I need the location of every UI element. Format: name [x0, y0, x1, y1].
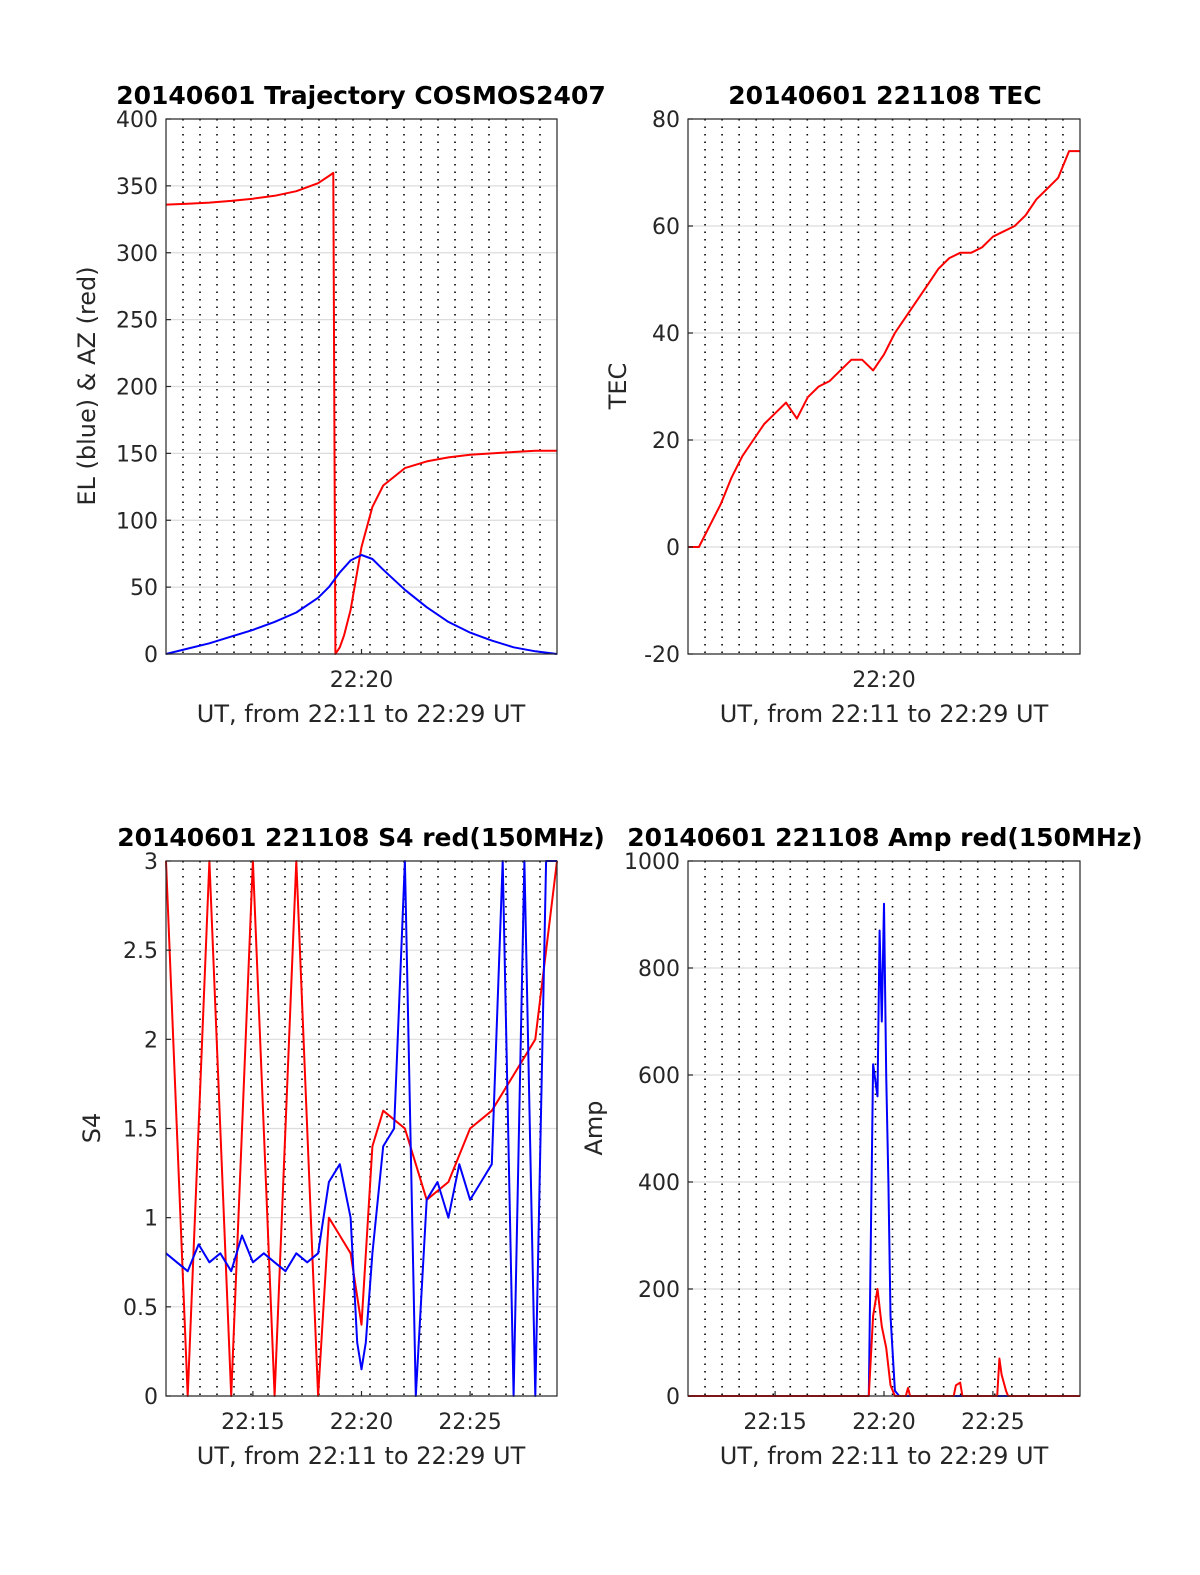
tec-plot-area [688, 119, 1080, 654]
trajectory-y-ticks: 0 50 100 150 200 250 300 350 400 [116, 108, 171, 668]
s4-panel: 20140601 221108 S4 red(150MHz) 0 0.5 1 1.5 2… [78, 823, 605, 1470]
tec-ytick-label-3: 40 [652, 322, 680, 347]
s4-series [165, 860, 558, 1397]
trajectory-panel: 20140601 Trajectory COSMOS2407 0 50 100 150… [73, 81, 606, 728]
tec-panel: 20140601 221108 TEC -20 0 20 40 60 80 22:20 U… [604, 81, 1081, 728]
amp-xlabel: UT, from 22:11 to 22:29 UT [720, 1442, 1049, 1470]
s4-title: 20140601 221108 S4 red(150MHz) [117, 823, 605, 852]
s4-ylabel: S4 [78, 1113, 106, 1144]
amp-xtick-label-1: 22:20 [852, 1410, 915, 1435]
s4-xlabel: UT, from 22:11 to 22:29 UT [197, 1442, 526, 1470]
tec-series-red [688, 150, 1080, 548]
amp-xtick-label-0: 22:15 [743, 1410, 806, 1435]
trajectory-ylabel: EL (blue) & AZ (red) [73, 266, 101, 505]
trajectory-series [165, 171, 558, 655]
traj-ytick-label-2: 100 [116, 509, 158, 534]
traj-series-blue [165, 554, 558, 655]
s4-series-blue [165, 860, 557, 1397]
tec-ytick-label-1: 0 [666, 536, 680, 561]
trajectory-x-ticks: 22:20 [330, 649, 393, 693]
tec-y-ticks: -20 0 20 40 60 80 [644, 108, 693, 668]
s4-ytick-label-3: 1.5 [123, 1118, 158, 1143]
tec-title: 20140601 221108 TEC [728, 81, 1041, 110]
s4-ytick-label-2: 1 [144, 1207, 158, 1232]
tec-xtick-label-0: 22:20 [852, 668, 915, 693]
amp-y-ticks: 0 200 400 600 800 1000 [624, 850, 693, 1410]
traj-series-red [165, 171, 557, 655]
s4-xtick-label-0: 22:15 [221, 1410, 284, 1435]
traj-ytick-label-8: 400 [116, 108, 158, 133]
traj-ytick-label-7: 350 [116, 175, 158, 200]
traj-ytick-label-0: 0 [144, 643, 158, 668]
tec-xlabel: UT, from 22:11 to 22:29 UT [720, 700, 1049, 728]
s4-xtick-label-1: 22:20 [330, 1410, 393, 1435]
amp-ytick-label-4: 800 [638, 957, 680, 982]
s4-ytick-label-1: 0.5 [123, 1296, 158, 1321]
trajectory-xlabel: UT, from 22:11 to 22:29 UT [197, 700, 526, 728]
amp-title: 20140601 221108 Amp red(150MHz) [627, 823, 1143, 852]
amp-ytick-label-5: 1000 [624, 850, 680, 875]
tec-ytick-label-5: 80 [652, 108, 680, 133]
tec-ytick-label-2: 20 [652, 429, 680, 454]
amp-series-blue [688, 902, 1080, 1397]
tec-ytick-label-0: -20 [644, 643, 680, 668]
s4-x-ticks: 22:15 22:20 22:25 [221, 1391, 502, 1435]
s4-ytick-label-6: 3 [144, 850, 158, 875]
amp-ytick-label-3: 600 [638, 1064, 680, 1089]
amp-ylabel: Amp [580, 1100, 608, 1155]
tec-ytick-label-4: 60 [652, 215, 680, 240]
amp-xtick-label-2: 22:25 [961, 1410, 1024, 1435]
traj-ytick-label-3: 150 [116, 442, 158, 467]
traj-ytick-label-6: 300 [116, 242, 158, 267]
tec-ylabel: TEC [604, 363, 632, 411]
amp-ytick-label-0: 0 [666, 1385, 680, 1410]
trajectory-title: 20140601 Trajectory COSMOS2407 [116, 81, 606, 110]
s4-series-red [165, 860, 558, 1397]
s4-ytick-label-5: 2.5 [123, 939, 158, 964]
traj-xtick-label-0: 22:20 [330, 668, 393, 693]
tec-series [688, 150, 1080, 548]
amp-x-ticks: 22:15 22:20 22:25 [743, 1391, 1025, 1435]
s4-ytick-label-4: 2 [144, 1028, 158, 1053]
s4-xtick-label-2: 22:25 [438, 1410, 501, 1435]
amp-ytick-label-1: 200 [638, 1278, 680, 1303]
amp-ytick-label-2: 400 [638, 1171, 680, 1196]
traj-ytick-label-5: 250 [116, 309, 158, 334]
s4-ytick-label-0: 0 [144, 1385, 158, 1410]
traj-ytick-label-4: 200 [116, 376, 158, 401]
tec-x-ticks: 22:20 [852, 649, 916, 693]
s4-y-ticks: 0 0.5 1 1.5 2 2.5 3 [123, 850, 171, 1410]
traj-ytick-label-1: 50 [130, 576, 158, 601]
amp-panel: 20140601 221108 Amp red(150MHz) 0 200 400 6… [580, 823, 1143, 1470]
